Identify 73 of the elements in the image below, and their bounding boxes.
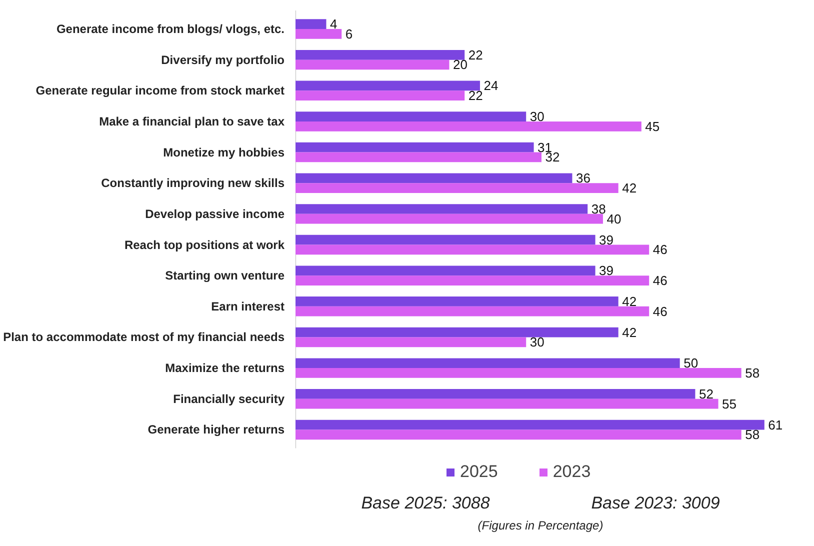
y-tick-label: Plan to accommodate most of my financial needs — [3, 330, 285, 344]
data-label: 45 — [645, 118, 660, 134]
bar — [296, 152, 542, 162]
bar — [296, 420, 764, 430]
data-label: 39 — [599, 232, 614, 248]
bar — [296, 430, 742, 440]
bar — [296, 90, 465, 101]
bar — [296, 306, 650, 316]
text: Base 2025: 3088 — [361, 494, 490, 512]
text: Base 2023: 3009 — [591, 494, 720, 512]
bar — [296, 296, 618, 306]
y-tick-label: Reach top positions at work — [124, 238, 285, 252]
y-tick-label: Constantly improving new skills — [101, 176, 285, 190]
data-label: 42 — [622, 324, 637, 340]
data-label: 30 — [530, 109, 544, 124]
data-label: 58 — [745, 365, 760, 380]
data-label: 36 — [576, 170, 590, 186]
data-label: 30 — [530, 334, 544, 350]
bar — [296, 358, 680, 368]
bar — [296, 398, 718, 409]
bar — [296, 204, 588, 214]
data-label: 39 — [599, 263, 614, 278]
bar — [296, 80, 480, 91]
bar — [296, 19, 326, 29]
y-tick-label: Generate regular income from stock market — [36, 84, 285, 98]
y-tick-label: Develop passive income — [145, 206, 285, 221]
y-tick-label: Generate higher returns — [148, 422, 285, 437]
bar — [296, 112, 526, 122]
bar — [296, 142, 534, 152]
bar — [296, 50, 465, 60]
legend-label: 2023 — [552, 462, 591, 482]
data-label: 42 — [622, 180, 637, 196]
data-label: 22 — [468, 88, 483, 104]
bar — [296, 276, 650, 286]
data-label: 22 — [468, 47, 483, 62]
legend-label: 2025 — [460, 462, 498, 482]
data-label: 50 — [684, 356, 698, 371]
data-label: 20 — [452, 57, 468, 72]
data-label: 4 — [330, 16, 338, 32]
data-label: 52 — [698, 386, 714, 402]
data-label: 24 — [484, 78, 498, 94]
bar — [296, 234, 596, 245]
bar — [296, 266, 596, 276]
text: (Figures in Percentage) — [478, 518, 604, 532]
y-tick-label: Maximize the returns — [165, 361, 285, 376]
bar — [296, 28, 342, 39]
data-label: 38 — [591, 202, 606, 217]
y-tick-label: Generate income from blogs/ vlogs, etc. — [56, 22, 285, 36]
y-tick-label: Financially security — [173, 392, 285, 406]
bar — [296, 214, 603, 224]
y-tick-label: Starting own venture — [165, 268, 285, 283]
bar — [296, 60, 450, 70]
y-tick-label: Monetize my hobbies — [163, 145, 285, 160]
y-tick-label: Make a financial plan to save tax — [99, 114, 285, 128]
data-label: 58 — [745, 427, 760, 442]
data-label: 46 — [652, 273, 668, 288]
y-tick-label: Earn interest — [211, 299, 285, 314]
data-label: 46 — [652, 242, 668, 258]
bar — [296, 327, 618, 338]
bar — [296, 337, 526, 348]
data-label: 46 — [652, 304, 668, 319]
bar — [296, 121, 642, 132]
data-label: 6 — [345, 26, 353, 42]
bar — [296, 173, 572, 184]
data-label: 61 — [768, 417, 783, 432]
data-label: 40 — [606, 211, 622, 226]
data-label: 55 — [722, 396, 736, 412]
y-tick-label: Diversify my portfolio — [161, 52, 284, 67]
data-label: 42 — [622, 294, 637, 309]
bar — [296, 368, 742, 378]
bar — [296, 244, 650, 255]
bar — [296, 389, 696, 399]
bar — [296, 183, 618, 193]
